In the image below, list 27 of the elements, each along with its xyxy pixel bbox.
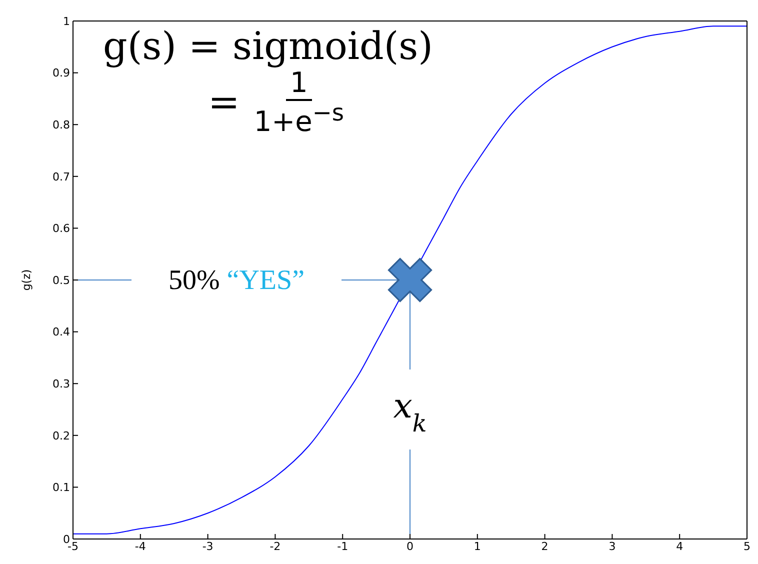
x-tick-label: 2	[541, 540, 548, 553]
y-tick-label: 0.6	[52, 222, 70, 236]
x-tick-label: -4	[134, 540, 146, 553]
annotation: 1	[290, 66, 308, 99]
y-tick-label: 0.4	[52, 326, 70, 339]
ref-line-label: 50% “YES”	[168, 265, 305, 296]
y-tick-label: 0.7	[52, 170, 70, 184]
y-tick-label: 0.3	[52, 378, 70, 391]
y-tick-label: 0.5	[52, 274, 70, 287]
x-tick-label: 1	[474, 540, 481, 553]
y-tick-label: 0.8	[52, 118, 70, 132]
y-axis-title: g(z)	[20, 269, 33, 291]
x-tick-label: -3	[202, 540, 214, 553]
x-tick-label: 3	[608, 540, 616, 553]
y-tick-label: 1	[63, 14, 70, 28]
ref-line-label: x$_{k}$	[393, 386, 427, 438]
x-tick-label: -1	[337, 540, 348, 553]
annotation: g(s) = sigmoid(s)	[103, 24, 433, 68]
annotation: 1+e$^{−s}$	[254, 98, 344, 138]
annotation: =	[208, 80, 240, 124]
x-tick-label: -2	[270, 540, 281, 553]
y-tick-label: 0.2	[52, 429, 70, 442]
y-tick-label: 0.9	[52, 66, 70, 80]
x-tick-label: 0	[406, 540, 414, 553]
x-tick-label: 4	[676, 540, 684, 553]
x-tick-label: 5	[744, 540, 750, 553]
y-tick-label: 0.1	[52, 481, 70, 494]
